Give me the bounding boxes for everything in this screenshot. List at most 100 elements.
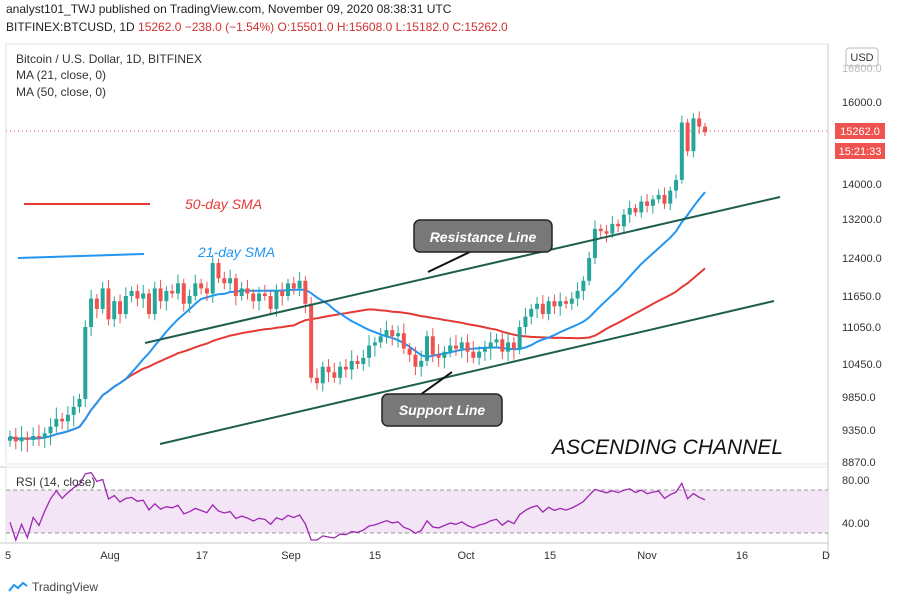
time-tick-label: 17 bbox=[196, 550, 208, 562]
low-text: L:15182.0 bbox=[395, 20, 449, 34]
time-tick-label: D bbox=[822, 550, 830, 562]
candle-body bbox=[488, 342, 493, 349]
candle-body bbox=[401, 333, 406, 349]
candle-body bbox=[529, 308, 534, 317]
time-tick-label: Nov bbox=[637, 550, 657, 562]
price-axis[interactable]: 16000.0 14000.0 13200.0 12400.0 11650.0 11050… bbox=[842, 97, 882, 469]
rsi-tick-40: 40.00 bbox=[842, 518, 870, 530]
candle-body bbox=[303, 280, 308, 304]
candle-body bbox=[442, 351, 447, 358]
candle-body bbox=[592, 228, 597, 258]
candle-body bbox=[164, 290, 169, 302]
candle-body bbox=[25, 437, 30, 440]
candle-body bbox=[517, 327, 522, 349]
candle-body bbox=[60, 418, 65, 422]
candle-body bbox=[355, 360, 360, 364]
candle-body bbox=[349, 360, 354, 370]
candle-body bbox=[697, 118, 702, 127]
candle-body bbox=[650, 199, 655, 206]
candle-body bbox=[31, 436, 36, 440]
candle-body bbox=[540, 303, 545, 315]
candle-body bbox=[135, 290, 140, 299]
ohlc-line: BITFINEX:BTCUSD, 1D 15262.0 −238.0 (−1.5… bbox=[6, 20, 508, 34]
candle-body bbox=[19, 437, 24, 442]
candle-body bbox=[453, 345, 458, 349]
candle-body bbox=[407, 348, 412, 355]
candle-body bbox=[674, 179, 679, 191]
last-price-badge: 15262.0 15:21:33 bbox=[835, 123, 885, 159]
candle-body bbox=[36, 436, 41, 438]
candle-body bbox=[685, 122, 690, 152]
candle-body bbox=[430, 336, 435, 355]
candle-body bbox=[65, 414, 70, 422]
candle-body bbox=[506, 342, 511, 352]
candle-body bbox=[662, 194, 667, 204]
candle-body bbox=[233, 278, 238, 296]
candle-body bbox=[147, 293, 151, 315]
price-tick-label: 8870.0 bbox=[842, 457, 876, 469]
candle-body bbox=[8, 436, 12, 441]
currency-button[interactable]: USD bbox=[845, 47, 879, 67]
candle-body bbox=[222, 278, 227, 284]
ma21-path bbox=[9, 191, 706, 441]
candle-body bbox=[257, 293, 262, 302]
candle-body bbox=[656, 194, 661, 200]
candle-body bbox=[587, 258, 592, 281]
candle-body bbox=[123, 296, 128, 315]
legend-pair: Bitcoin / U.S. Dollar, 1D, BITFINEX bbox=[16, 52, 202, 66]
sma21-label: 21-day SMA bbox=[197, 244, 275, 260]
candle-body bbox=[390, 330, 395, 337]
candle-body bbox=[187, 296, 192, 304]
candle-body bbox=[141, 293, 146, 299]
candle-body bbox=[158, 288, 163, 302]
candle-body bbox=[627, 208, 632, 215]
time-tick-label: 16 bbox=[736, 550, 748, 562]
footer-brand[interactable]: TradingView bbox=[8, 580, 98, 594]
candle-body bbox=[378, 336, 383, 343]
time-tick-label: Aug bbox=[100, 550, 120, 562]
candle-body bbox=[274, 290, 279, 309]
candle-body bbox=[500, 339, 505, 352]
candle-body bbox=[535, 303, 540, 309]
candle-body bbox=[42, 433, 47, 438]
candle-body bbox=[297, 280, 302, 289]
ma21-line bbox=[9, 191, 706, 441]
support-callout-box bbox=[381, 393, 503, 427]
currency-button-label: USD bbox=[850, 52, 873, 64]
candle-body bbox=[13, 436, 18, 442]
time-tick-label: Oct bbox=[457, 550, 474, 562]
candle-body bbox=[425, 336, 429, 361]
candle-body bbox=[48, 426, 53, 434]
time-tick-label: 15 bbox=[369, 550, 381, 562]
resistance-pointer bbox=[427, 249, 475, 273]
candle-body bbox=[326, 366, 331, 373]
candle-body bbox=[367, 345, 372, 358]
candles bbox=[8, 111, 707, 452]
countdown-badge-text: 15:21:33 bbox=[839, 146, 882, 158]
resistance-line bbox=[144, 196, 781, 344]
time-tick-label: 15 bbox=[544, 550, 556, 562]
candle-body bbox=[633, 208, 638, 213]
candle-body bbox=[465, 342, 470, 352]
candle-body bbox=[668, 190, 673, 204]
time-axis[interactable]: 5 Aug 17 Sep 15 Oct 15 Nov 16 D bbox=[5, 550, 830, 562]
time-tick-label: Sep bbox=[281, 550, 301, 562]
candle-body bbox=[77, 398, 82, 407]
candle-body bbox=[471, 351, 476, 358]
publisher-line: analyst101_TWJ published on TradingView.… bbox=[6, 2, 451, 16]
open-text: O:15501.0 bbox=[277, 20, 334, 34]
candle-body bbox=[703, 126, 707, 133]
candle-body bbox=[598, 228, 603, 232]
sma50-label: 50-day SMA bbox=[185, 196, 262, 212]
candle-body bbox=[83, 327, 88, 399]
legend-ma21: MA (21, close, 0) bbox=[16, 68, 106, 82]
price-tick-label: 9850.0 bbox=[842, 392, 876, 404]
candle-body bbox=[204, 288, 209, 294]
candle-body bbox=[413, 354, 418, 367]
last-price-badge-box bbox=[835, 123, 885, 139]
candle-body bbox=[71, 406, 76, 415]
candle-body bbox=[216, 263, 221, 279]
resistance-callout-label: Resistance Line bbox=[430, 229, 537, 245]
candle-body bbox=[482, 348, 487, 352]
